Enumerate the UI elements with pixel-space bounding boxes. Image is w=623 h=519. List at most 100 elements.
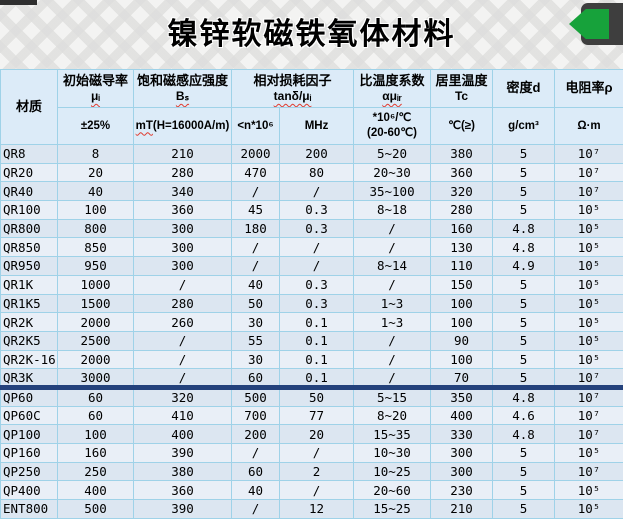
cell-value: 20 <box>57 162 134 183</box>
cell-value: 850 <box>57 237 134 258</box>
cell-value: 10⁵ <box>554 256 623 276</box>
cell-material: QP250 <box>0 461 58 482</box>
table-row: QR20 20 280 470 80 20~30 360 5 10⁷ <box>0 162 623 183</box>
cell-value: / <box>133 349 232 370</box>
header-curie-temp: 居里温度 Tc <box>430 69 494 108</box>
subheader-tempco-unit: *10⁶/℃ (20-60℃) <box>353 107 432 145</box>
table-row: QR2K5 2500/55 0.1/90 5 10⁵ <box>0 330 623 351</box>
cell-value: 200 <box>231 424 280 444</box>
cell-material: ENT800 <box>0 499 58 519</box>
cell-value: 50 <box>231 293 280 314</box>
cell-value: / <box>353 218 432 239</box>
cell-value: 150 <box>430 274 494 295</box>
header-loss-factor-title: 相对损耗因子 <box>253 72 332 88</box>
cell-value: 8~14 <box>353 256 432 276</box>
table-row: QP160 160 390//10~30 300 5 10⁵ <box>0 443 623 463</box>
cell-value: 8~20 <box>353 405 432 426</box>
cell-value: 15~25 <box>353 499 432 519</box>
cell-value: 10⁷ <box>554 144 623 164</box>
cell-value: 1500 <box>57 293 134 314</box>
cell-value: 2500 <box>57 330 134 351</box>
cell-value: 10⁷ <box>554 405 623 426</box>
cell-value: 30 <box>231 349 280 370</box>
cell-value: 280 <box>133 162 232 183</box>
table-row: QP250 250 380 60 2 10~25 300 5 10⁷ <box>0 461 623 482</box>
cell-material: QR2K5 <box>0 330 58 351</box>
header-curie-temp-symbol: Tc <box>454 89 469 104</box>
cell-value: 300 <box>133 256 232 276</box>
cell-value: 2000 <box>231 144 280 164</box>
header-saturation-symbol: Bₛ <box>175 89 190 104</box>
cell-value: 390 <box>133 443 232 463</box>
cell-value: 160 <box>57 443 134 463</box>
cell-value: 130 <box>430 237 494 258</box>
table-row: QR100 100 360 45 0.3 8~18 280 5 10⁵ <box>0 200 623 220</box>
cell-value: 60 <box>231 461 280 482</box>
cell-value: 10⁷ <box>554 368 623 390</box>
cell-value: 8~18 <box>353 200 432 220</box>
cell-value: 300 <box>133 237 232 258</box>
table-header: 材质 初始磁导率 μᵢ 饱和磁感应强度 Bₛ 相对损耗因子 tanδ/μᵢ 比温… <box>0 69 623 145</box>
cell-value: / <box>231 256 280 276</box>
table-row: QR1K5 1500 280 50 0.3 1~3 100 5 10⁵ <box>0 293 623 314</box>
cell-value: / <box>231 181 280 202</box>
cell-value: 10⁵ <box>554 237 623 258</box>
cell-value: 360 <box>133 200 232 220</box>
cell-value: 280 <box>133 293 232 314</box>
cell-value: 50 <box>278 386 355 407</box>
table-row: QR2K-16 2000/30 0.1/100 5 10⁵ <box>0 349 623 370</box>
subheader-density-unit: g/cm³ <box>492 107 556 145</box>
cell-value: 5~15 <box>353 386 432 407</box>
cell-material: QR800 <box>0 218 58 239</box>
cell-value: 390 <box>133 499 232 519</box>
cell-value: 5 <box>492 274 556 295</box>
cell-value: 260 <box>133 312 232 332</box>
header-curie-temp-title: 居里温度 <box>435 72 488 88</box>
cell-value: 12 <box>278 499 355 519</box>
cell-value: 100 <box>430 349 494 370</box>
cell-material: QR20 <box>0 162 58 183</box>
table-row: QP60 60 320 500 50 5~15 350 4.8 10⁷ <box>0 386 623 407</box>
cell-material: QR2K-16 <box>0 349 58 370</box>
header-saturation: 饱和磁感应强度 Bₛ <box>133 69 232 108</box>
cell-value: 60 <box>231 368 280 390</box>
cell-value: 4.8 <box>492 218 556 239</box>
cell-value: 400 <box>57 480 134 501</box>
cell-value: 330 <box>430 424 494 444</box>
cell-value: 10⁵ <box>554 274 623 295</box>
cell-value: 200 <box>278 144 355 164</box>
cell-value: / <box>278 181 355 202</box>
cell-value: / <box>353 330 432 351</box>
cell-value: 110 <box>430 256 494 276</box>
cell-value: 20~30 <box>353 162 432 183</box>
cell-value: 40 <box>231 480 280 501</box>
cell-value: / <box>353 274 432 295</box>
cell-value: 77 <box>278 405 355 426</box>
cell-value: 180 <box>231 218 280 239</box>
cell-value: 5 <box>492 144 556 164</box>
table-row: QR850 850 300///130 4.8 10⁵ <box>0 237 623 258</box>
cell-value: 4.8 <box>492 424 556 444</box>
cell-value: 10⁵ <box>554 499 623 519</box>
cell-value: 250 <box>57 461 134 482</box>
cell-value: / <box>278 256 355 276</box>
cell-material: QP60 <box>0 386 58 407</box>
cell-value: 10~30 <box>353 443 432 463</box>
cell-value: 340 <box>133 181 232 202</box>
header-loss-factor-symbol: tanδ/μᵢ <box>273 89 312 104</box>
cell-value: 3000 <box>57 368 134 390</box>
cell-value: 5 <box>492 443 556 463</box>
cell-value: / <box>353 368 432 390</box>
materials-table: 材质 初始磁导率 μᵢ 饱和磁感应强度 Bₛ 相对损耗因子 tanδ/μᵢ 比温… <box>0 69 623 519</box>
back-button[interactable] <box>569 3 623 45</box>
cell-value: 360 <box>430 162 494 183</box>
table-row: ENT800 500 390/12 15~25 210 5 10⁵ <box>0 499 623 519</box>
cell-value: 210 <box>133 144 232 164</box>
cell-value: 380 <box>133 461 232 482</box>
cell-value: 100 <box>430 293 494 314</box>
table-row: QR3K 3000/60 0.1/70 5 10⁷ <box>0 368 623 390</box>
cell-value: 30 <box>231 312 280 332</box>
cell-value: 60 <box>57 386 134 407</box>
cell-value: 0.1 <box>278 349 355 370</box>
cell-value: 0.3 <box>278 200 355 220</box>
